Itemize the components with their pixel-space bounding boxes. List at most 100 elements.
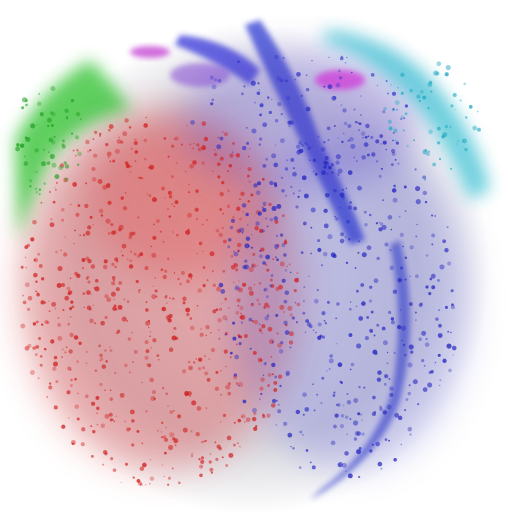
node-dot bbox=[239, 306, 243, 310]
node-dot bbox=[306, 449, 309, 452]
node-dot bbox=[197, 406, 202, 411]
node-dot bbox=[249, 267, 254, 272]
node-dot bbox=[368, 135, 370, 137]
node-dot bbox=[415, 186, 420, 191]
node-dot bbox=[450, 104, 453, 107]
node-dot bbox=[266, 305, 270, 309]
node-dot bbox=[176, 234, 179, 237]
node-dot bbox=[162, 307, 167, 312]
node-dot bbox=[228, 382, 231, 385]
node-dot bbox=[146, 349, 150, 353]
node-dot bbox=[229, 154, 233, 158]
node-dot bbox=[130, 410, 135, 415]
node-dot bbox=[349, 308, 352, 311]
node-dot bbox=[258, 303, 260, 305]
node-dot bbox=[379, 175, 382, 178]
node-dot bbox=[289, 340, 293, 344]
node-dot bbox=[277, 409, 281, 413]
node-dot bbox=[120, 393, 125, 398]
node-dot bbox=[289, 120, 293, 124]
node-dot bbox=[293, 167, 295, 169]
node-dot bbox=[167, 208, 169, 210]
node-dot bbox=[391, 317, 394, 320]
node-dot bbox=[217, 175, 220, 178]
node-dot bbox=[195, 189, 198, 192]
node-dot bbox=[145, 340, 149, 344]
node-dot bbox=[24, 161, 29, 166]
node-dot bbox=[231, 255, 234, 258]
node-dot bbox=[141, 382, 142, 383]
node-dot bbox=[477, 110, 479, 112]
node-dot bbox=[97, 424, 99, 426]
node-dot bbox=[104, 390, 105, 391]
node-dot bbox=[168, 477, 171, 480]
node-dot bbox=[355, 431, 360, 436]
node-dot bbox=[197, 288, 202, 293]
node-dot bbox=[35, 353, 38, 356]
node-dot bbox=[246, 237, 250, 241]
node-dot bbox=[214, 153, 217, 156]
node-dot bbox=[22, 97, 27, 102]
node-dot bbox=[353, 398, 358, 403]
node-dot bbox=[383, 410, 387, 414]
node-dot bbox=[204, 371, 208, 375]
node-dot bbox=[450, 332, 452, 334]
node-dot bbox=[362, 252, 367, 257]
node-dot bbox=[286, 159, 288, 161]
node-dot bbox=[200, 333, 204, 337]
node-dot bbox=[108, 129, 111, 132]
node-dot bbox=[105, 316, 108, 319]
node-dot bbox=[91, 264, 96, 269]
node-dot bbox=[172, 331, 174, 333]
node-dot bbox=[92, 224, 94, 226]
node-dot bbox=[401, 116, 404, 119]
node-dot bbox=[47, 161, 51, 165]
node-dot bbox=[28, 296, 33, 301]
node-dot bbox=[95, 369, 97, 371]
node-dot bbox=[151, 253, 156, 258]
node-dot bbox=[234, 263, 236, 265]
node-dot bbox=[34, 259, 36, 261]
node-dot bbox=[327, 126, 331, 130]
node-dot bbox=[423, 387, 428, 392]
node-dot bbox=[186, 313, 189, 316]
node-dot bbox=[312, 465, 316, 469]
node-dot bbox=[136, 280, 139, 283]
node-dot bbox=[92, 177, 97, 182]
node-dot bbox=[276, 235, 278, 237]
node-dot bbox=[342, 463, 347, 468]
node-dot bbox=[388, 378, 390, 380]
node-dot bbox=[51, 302, 56, 307]
node-dot bbox=[398, 163, 400, 165]
node-dot bbox=[156, 354, 159, 357]
node-dot bbox=[57, 283, 62, 288]
node-dot bbox=[70, 301, 73, 304]
node-dot bbox=[102, 185, 107, 190]
node-dot bbox=[398, 416, 402, 420]
node-dot bbox=[357, 186, 362, 191]
node-dot bbox=[161, 268, 164, 271]
node-dot bbox=[264, 288, 268, 292]
node-dot bbox=[413, 379, 418, 384]
node-dot bbox=[289, 263, 291, 265]
node-dot bbox=[360, 114, 361, 115]
node-dot bbox=[44, 348, 47, 351]
node-dot bbox=[93, 153, 97, 157]
node-dot bbox=[221, 181, 224, 184]
node-dot bbox=[40, 112, 44, 116]
node-dot bbox=[434, 215, 436, 217]
node-dot bbox=[61, 219, 64, 222]
node-dot bbox=[114, 372, 116, 374]
node-dot bbox=[327, 234, 332, 239]
node-dot bbox=[432, 163, 436, 167]
node-dot bbox=[211, 348, 215, 352]
node-dot bbox=[251, 265, 253, 267]
node-dot bbox=[168, 445, 173, 450]
node-dot bbox=[463, 83, 466, 86]
node-dot bbox=[285, 269, 287, 271]
node-dot bbox=[75, 404, 80, 409]
node-dot bbox=[153, 224, 155, 226]
node-dot bbox=[379, 134, 383, 138]
node-dot bbox=[36, 321, 39, 324]
node-dot bbox=[108, 156, 110, 158]
